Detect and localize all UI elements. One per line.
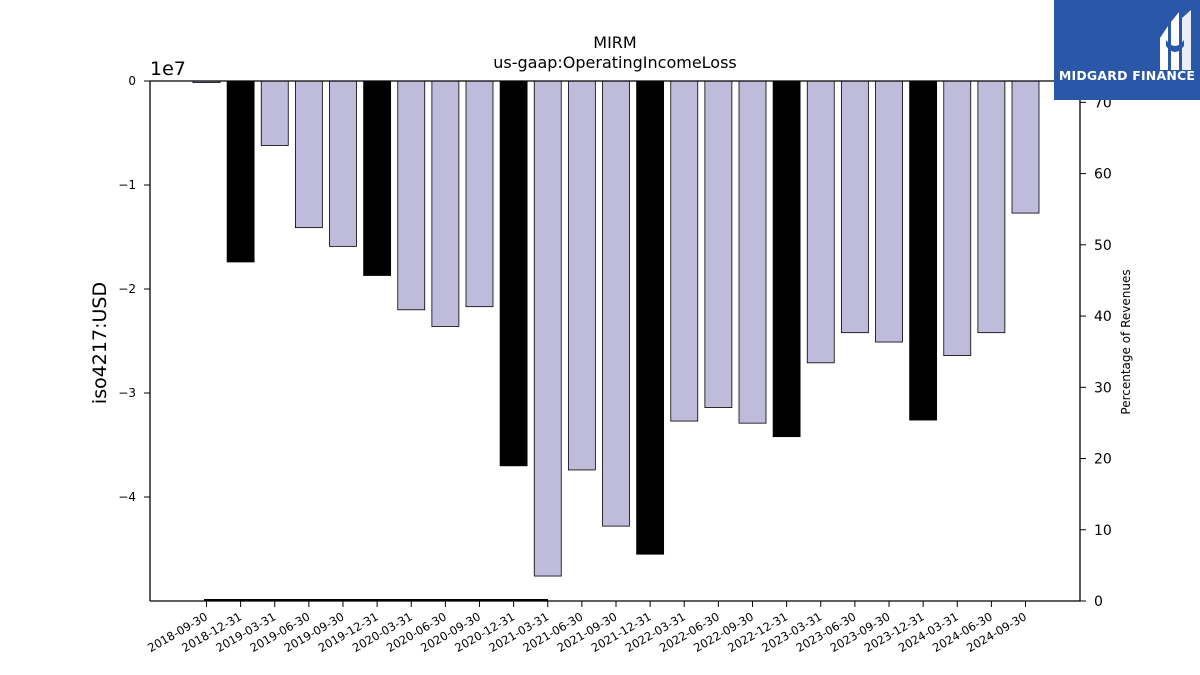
bar [636, 80, 665, 555]
bars-group [192, 80, 1040, 601]
bar [363, 80, 392, 276]
y-tick-label: −2 [118, 282, 136, 296]
bar [567, 80, 596, 471]
chart-subtitle: us-gaap:OperatingIncomeLoss [493, 53, 737, 72]
bar [329, 80, 357, 247]
bar [260, 80, 289, 146]
y2-tick-label: 10 [1094, 523, 1112, 539]
y-tick-label: 0 [128, 74, 136, 88]
bar [602, 80, 630, 527]
y2-tick-label: 20 [1094, 452, 1112, 468]
bar [977, 80, 1006, 334]
y2-tick-label: 50 [1094, 238, 1112, 254]
bar [1011, 80, 1040, 214]
y-tick-label: −3 [118, 386, 136, 400]
bar [875, 80, 903, 343]
bar [909, 80, 938, 421]
bar [806, 80, 835, 364]
y-tick-label: −1 [118, 178, 136, 192]
bar [738, 80, 767, 424]
bar [840, 80, 869, 334]
y-axis-label: iso4217:USD [89, 282, 111, 404]
bar [294, 80, 323, 229]
logo-mark-icon [1160, 10, 1191, 70]
y-offset-label: 1e7 [150, 58, 186, 80]
y2-tick-label: 60 [1094, 167, 1112, 183]
y2-tick-label: 40 [1094, 309, 1112, 325]
bar [943, 80, 972, 356]
y-tick-label: −4 [118, 490, 136, 504]
bar [465, 80, 494, 308]
chart-title: MIRM [593, 33, 636, 52]
bar [226, 80, 255, 263]
bar [533, 80, 562, 577]
bar [704, 80, 733, 408]
y2-axis-label: Percentage of Revenues [1119, 269, 1133, 414]
bar [772, 80, 801, 438]
bar [499, 80, 528, 467]
brand-logo: MIDGARD FINANCE [1054, 0, 1200, 100]
y2-tick-label: 30 [1094, 380, 1112, 396]
logo-text: MIDGARD FINANCE [1058, 68, 1196, 83]
y2-tick-label: 0 [1094, 594, 1103, 610]
bar [397, 80, 426, 311]
bar [670, 80, 699, 422]
bar [431, 80, 460, 327]
